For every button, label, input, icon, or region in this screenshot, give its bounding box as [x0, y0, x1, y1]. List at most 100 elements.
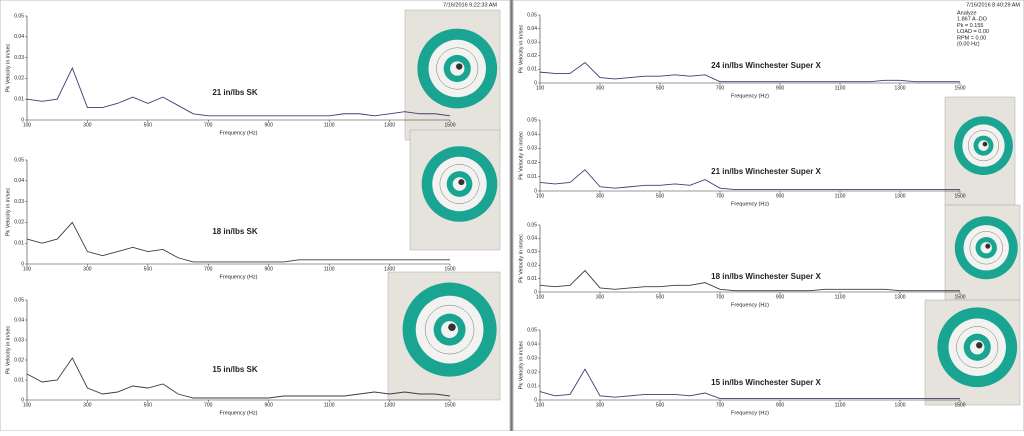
x-tick-label: 500	[144, 122, 153, 128]
y-tick-label: 0.03	[527, 355, 537, 361]
y-axis-label: Pk Velocity in in/sec	[5, 43, 11, 92]
x-tick-label: 900	[265, 266, 274, 272]
x-axis-label: Frequency (Hz)	[220, 130, 258, 136]
annotation: 21 in/lbs Winchester Super X	[711, 167, 821, 176]
y-tick-label: 0.01	[527, 383, 537, 389]
x-tick-label: 1500	[444, 402, 455, 408]
info-line: Pk = 0.155	[957, 23, 983, 29]
x-tick-label: 300	[596, 85, 605, 91]
timestamp: 7/16/2016 9:22:33 AM	[443, 2, 497, 8]
shot-hole	[458, 179, 465, 186]
target-photo	[944, 96, 1016, 206]
y-axis-label: Pk Velocity in in/sec	[518, 24, 524, 73]
info-line: Analyze	[957, 10, 977, 16]
x-tick-label: 700	[716, 85, 725, 91]
y-tick-label: 0.03	[14, 199, 24, 205]
x-tick-label: 1500	[444, 122, 455, 128]
x-tick-label: 300	[83, 266, 92, 272]
y-tick-label: 0.01	[527, 67, 537, 73]
y-tick-label: 0.01	[14, 241, 24, 247]
y-tick-label: 0.03	[527, 40, 537, 46]
y-tick-label: 0.04	[14, 34, 24, 40]
x-tick-label: 1300	[894, 402, 905, 408]
x-tick-label: 500	[144, 266, 153, 272]
shot-hole	[976, 342, 983, 349]
y-tick-label: 0.02	[527, 160, 537, 166]
y-tick-label: 0	[21, 397, 24, 403]
annotation: 21 in/lbs SK	[212, 88, 258, 97]
x-tick-label: 500	[144, 402, 153, 408]
x-tick-label: 300	[83, 402, 92, 408]
y-tick-label: 0.01	[14, 97, 24, 103]
y-tick-label: 0.05	[527, 327, 537, 333]
spectrum-line	[26, 357, 451, 399]
y-tick-label: 0	[21, 261, 24, 267]
target-photo	[944, 204, 1021, 301]
x-axis-label: Frequency (Hz)	[731, 302, 769, 308]
spectrum-line	[539, 62, 960, 83]
y-tick-label: 0.05	[527, 117, 537, 123]
y-axis-label: Pk Velocity in in/sec	[5, 325, 11, 374]
y-tick-label: 0.03	[527, 146, 537, 152]
y-tick-label: 0.01	[14, 377, 24, 383]
target-photo	[409, 129, 501, 251]
y-tick-label: 0.04	[527, 341, 537, 347]
y-tick-label: 0.04	[527, 26, 537, 32]
x-tick-label: 700	[204, 402, 213, 408]
y-tick-label: 0.05	[14, 157, 24, 163]
x-tick-label: 1100	[835, 294, 846, 300]
annotation: 24 in/lbs Winchester Super X	[711, 61, 821, 70]
x-tick-label: 1300	[894, 85, 905, 91]
info-line: 1.867 A -DO	[957, 17, 988, 23]
x-tick-label: 100	[23, 122, 32, 128]
spectrum-line	[539, 169, 960, 191]
y-tick-label: 0.01	[527, 276, 537, 282]
y-tick-label: 0	[534, 188, 537, 194]
y-tick-label: 0	[534, 80, 537, 86]
y-tick-label: 0.02	[527, 369, 537, 375]
x-tick-label: 1100	[324, 122, 335, 128]
x-tick-label: 900	[776, 402, 785, 408]
annotation: 18 in/lbs Winchester Super X	[711, 272, 821, 281]
x-tick-label: 100	[23, 402, 32, 408]
y-tick-label: 0.04	[14, 317, 24, 323]
target-photo	[387, 271, 501, 401]
target-photo	[924, 299, 1021, 406]
x-axis-label: Frequency (Hz)	[731, 93, 769, 99]
y-tick-label: 0.03	[14, 337, 24, 343]
x-tick-label: 1300	[894, 294, 905, 300]
x-tick-label: 300	[596, 294, 605, 300]
x-tick-label: 900	[776, 294, 785, 300]
shot-hole	[982, 141, 988, 147]
x-tick-label: 100	[536, 85, 545, 91]
annotation: 15 in/lbs SK	[212, 365, 258, 374]
x-tick-label: 1300	[384, 402, 395, 408]
target-photo	[404, 9, 501, 141]
x-tick-label: 1100	[324, 266, 335, 272]
x-axis-label: Frequency (Hz)	[220, 410, 258, 416]
x-tick-label: 1300	[894, 193, 905, 199]
x-tick-label: 700	[204, 122, 213, 128]
info-line: (0.00 Hz)	[957, 41, 980, 47]
y-tick-label: 0.03	[527, 249, 537, 255]
y-tick-label: 0.02	[14, 220, 24, 226]
x-tick-label: 900	[265, 122, 274, 128]
y-tick-label: 0.05	[14, 297, 24, 303]
x-tick-label: 100	[536, 193, 545, 199]
target-ring	[439, 164, 480, 204]
y-axis-label: Pk Velocity in in/sec	[5, 187, 11, 236]
target-ring	[967, 130, 1000, 162]
x-tick-label: 1100	[835, 85, 846, 91]
x-tick-label: 100	[23, 266, 32, 272]
y-tick-label: 0.05	[527, 222, 537, 228]
y-tick-label: 0.02	[14, 76, 24, 82]
spectrum-line	[26, 221, 450, 263]
info-line: LOAD = 0.00	[957, 29, 989, 35]
x-tick-label: 700	[716, 402, 725, 408]
y-tick-label: 0.02	[527, 53, 537, 59]
y-tick-label: 0.03	[14, 55, 24, 61]
x-tick-label: 300	[83, 122, 92, 128]
x-tick-label: 1300	[384, 266, 395, 272]
info-line: RPM = 0.00	[957, 35, 986, 41]
